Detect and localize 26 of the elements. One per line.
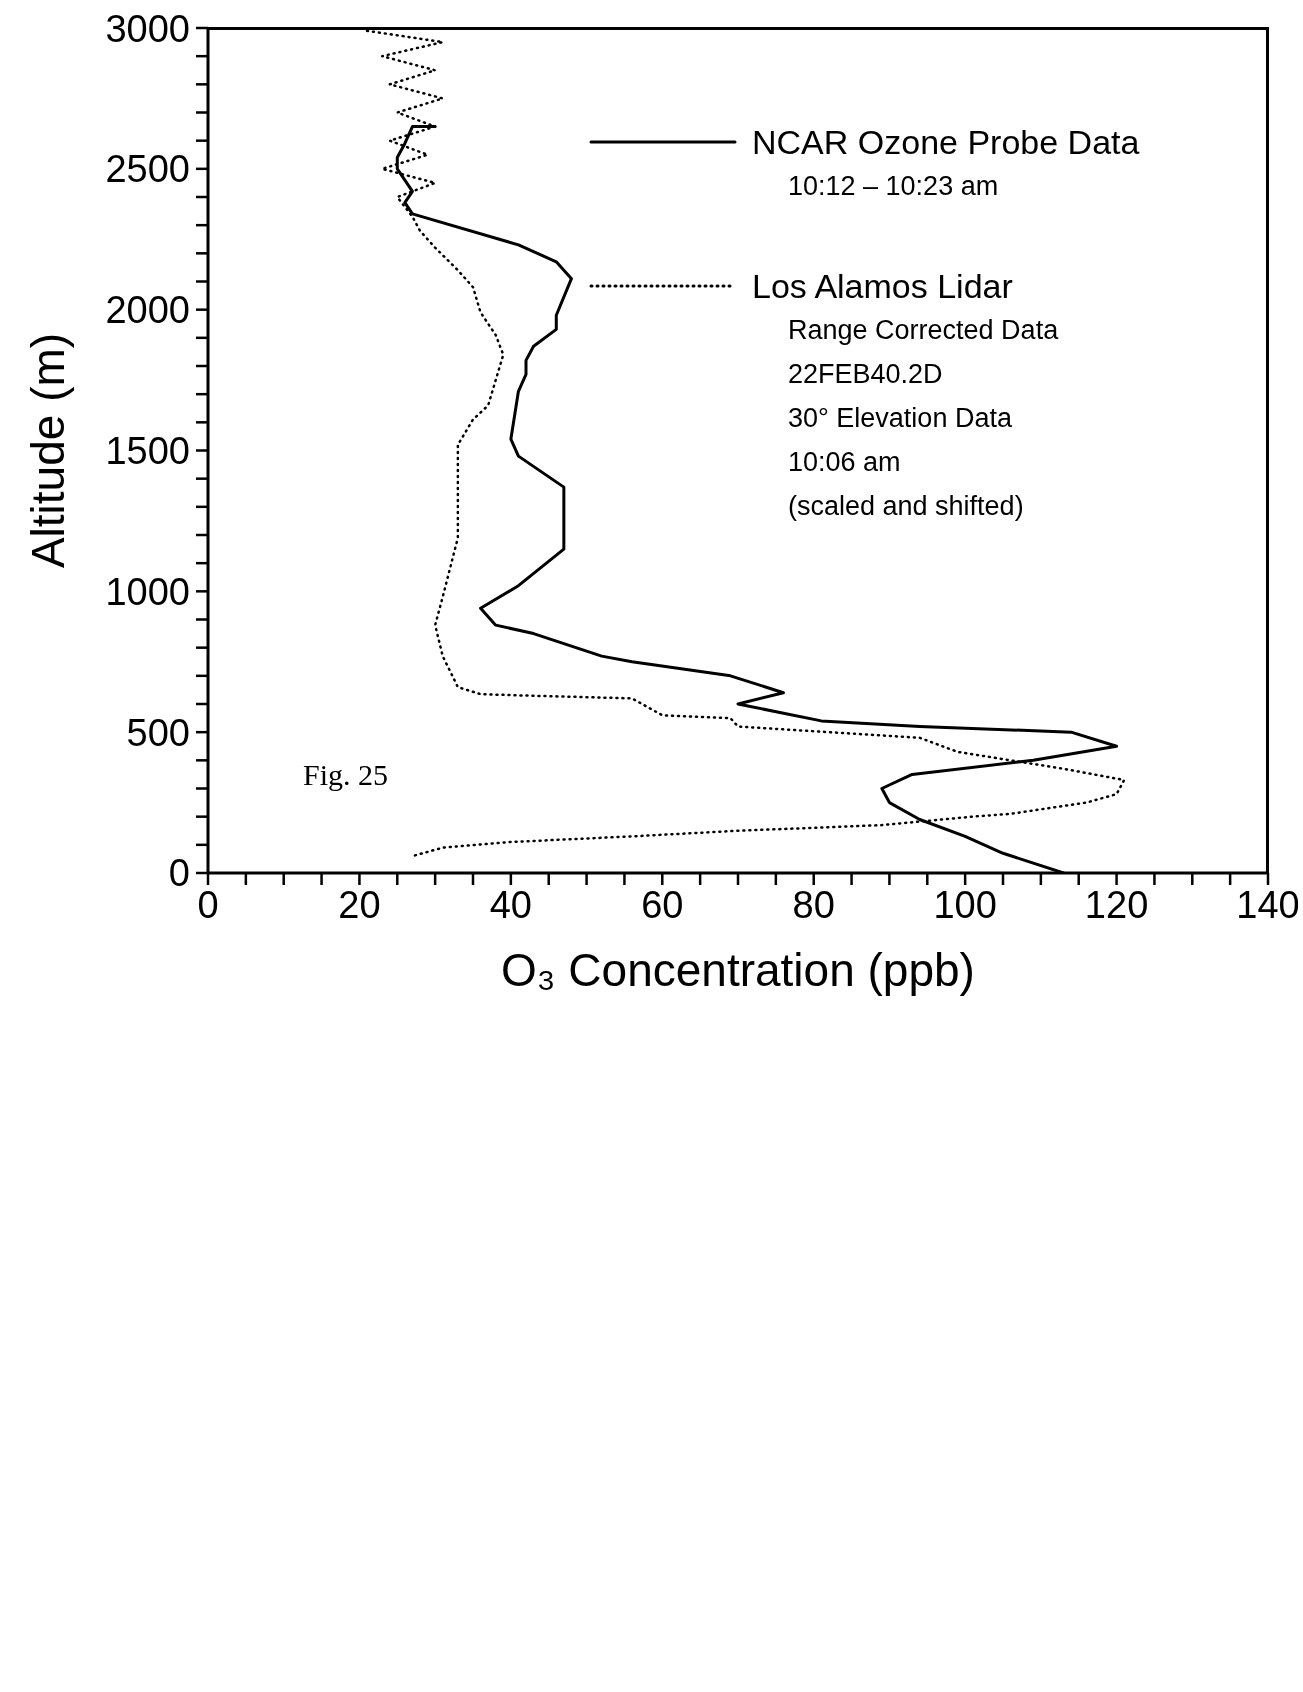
annotation: (scaled and shifted) (788, 490, 1025, 523)
y-tick-label: 0 (168, 852, 190, 895)
x-tick-label: 100 (933, 883, 997, 926)
x-tick-label: 60 (641, 883, 684, 926)
y-axis-title: Altitude (m) (22, 332, 75, 569)
x-tick-label: 20 (338, 883, 381, 926)
legend-label: Los Alamos Lidar (752, 266, 1013, 306)
x-axis-title: O₃ Concentration (ppb) (501, 944, 975, 996)
annotation: 30° Elevation Data (788, 402, 1013, 435)
annotation: Range Corrected Data (788, 314, 1060, 347)
annotation: 10:06 am (788, 446, 902, 479)
x-tick-label: 140 (1236, 883, 1300, 926)
y-tick-label: 3000 (105, 7, 190, 50)
y-tick-label: 1500 (105, 429, 190, 472)
x-tick-label: 120 (1084, 883, 1149, 926)
annotation: 10:12 – 10:23 am (788, 170, 1000, 203)
y-tick-label: 1000 (105, 570, 190, 613)
x-tick-label: 40 (489, 883, 532, 926)
x-tick-label: 0 (197, 883, 219, 926)
y-tick-label: 2500 (105, 148, 190, 191)
annotation: Fig. 25 (303, 758, 389, 792)
y-tick-label: 2000 (105, 289, 190, 332)
legend-label: NCAR Ozone Probe Data (752, 122, 1140, 162)
x-tick-label: 80 (792, 883, 835, 926)
annotation: 22FEB40.2D (788, 358, 944, 391)
y-tick-label: 500 (126, 711, 190, 754)
